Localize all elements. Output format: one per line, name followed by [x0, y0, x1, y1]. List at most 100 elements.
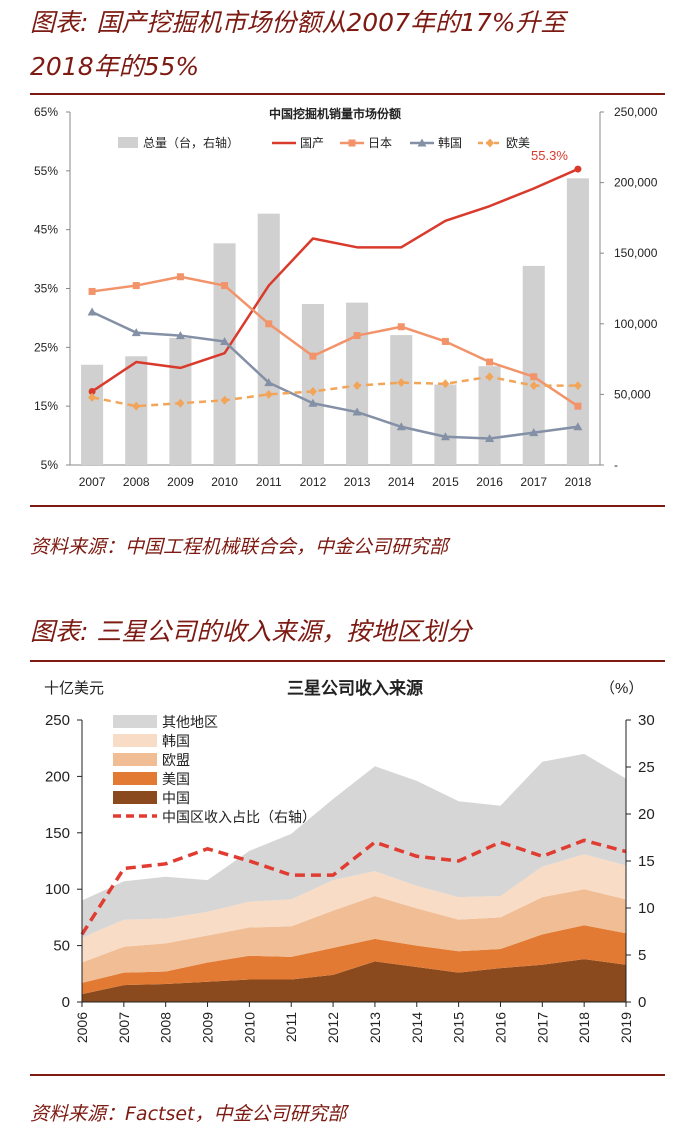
left-tick-label: 100 — [45, 881, 70, 898]
stacked-area — [82, 889, 626, 983]
legend-label: 韩国 — [438, 135, 462, 150]
x-tick-label: 2008 — [123, 475, 150, 489]
legend-label: 日本 — [368, 136, 392, 150]
x-tick-label: 2007 — [79, 475, 106, 489]
volume-bar — [301, 304, 324, 465]
x-tick-label: 2011 — [283, 1012, 299, 1042]
x-tick-label: 2007 — [116, 1012, 132, 1043]
figure-1-title-line-1: 图表: 国产挖掘机市场份额从2007年的17%升至 — [30, 8, 566, 37]
stacked-area — [82, 854, 626, 963]
right-tick-label: 150,000 — [614, 246, 658, 260]
stacked-area — [82, 925, 626, 995]
legend-swatch — [113, 734, 157, 747]
right-tick-label: 0 — [638, 994, 646, 1011]
x-tick-label: 2015 — [451, 1012, 467, 1043]
x-tick-label: 2018 — [565, 475, 592, 489]
series-marker — [308, 398, 318, 407]
peak-annotation: 55.3% — [531, 148, 568, 163]
series-marker — [265, 320, 273, 328]
figure-2-bottom-rule — [30, 1074, 665, 1076]
x-tick-label: 2014 — [388, 475, 415, 489]
right-tick-label: 250,000 — [614, 105, 658, 119]
x-tick-label: 2011 — [256, 475, 282, 489]
right-tick-label: 50,000 — [614, 387, 651, 401]
right-tick-label: 15 — [638, 853, 655, 870]
legend-label: 美国 — [162, 771, 190, 787]
right-tick-label: - — [614, 458, 618, 472]
legend-label: 中国区收入占比（右轴） — [162, 809, 316, 825]
series-line — [91, 167, 579, 393]
figure-2-title: 图表: 三星公司的收入来源，按地区划分 — [30, 617, 472, 646]
series-marker — [132, 401, 141, 411]
right-tick-label: 100,000 — [614, 317, 658, 331]
figure-2-source: 资料来源：Factset，中金公司研究部 — [30, 1103, 347, 1125]
legend-swatch — [113, 772, 157, 785]
series-marker — [220, 336, 230, 345]
series-marker — [574, 402, 582, 410]
left-tick-label: 50 — [53, 938, 70, 955]
x-tick-label: 2009 — [167, 475, 194, 489]
series-marker — [88, 387, 96, 395]
series-marker — [396, 422, 406, 431]
right-axis-unit: （%） — [600, 680, 643, 697]
series-marker — [529, 381, 538, 391]
series-line — [91, 275, 579, 408]
series-marker — [87, 307, 97, 316]
right-tick-label: 5 — [638, 947, 646, 964]
legend-swatch — [113, 715, 157, 728]
left-tick-label: 45% — [34, 223, 58, 237]
x-tick-label: 2010 — [211, 475, 238, 489]
series-line — [91, 310, 579, 440]
x-tick-label: 2015 — [432, 475, 459, 489]
legend-label: 欧盟 — [162, 752, 190, 768]
series-marker — [441, 379, 450, 389]
volume-bar — [257, 213, 280, 465]
legend-marker — [417, 138, 427, 147]
series-marker — [353, 381, 362, 391]
left-tick-label: 15% — [34, 399, 58, 413]
left-tick-label: 25% — [34, 340, 58, 354]
series-marker — [132, 282, 140, 290]
legend-label: 欧美 — [506, 136, 530, 150]
excavator-market-share-chart: 5% 15% 25% 35% 45% 55% 65% - 50,000 100,000 150,00… — [34, 105, 658, 489]
figure-1-title-line-2: 2018年的55% — [30, 52, 200, 81]
legend-marker — [348, 139, 356, 147]
figure-1-top-rule — [30, 93, 665, 95]
series-marker — [441, 337, 449, 345]
legend-swatch — [113, 791, 157, 804]
left-axis-unit: 十亿美元 — [44, 680, 104, 697]
series-marker — [485, 372, 494, 382]
right-tick-label: 200,000 — [614, 176, 658, 190]
volume-bar — [478, 366, 501, 465]
right-tick-label: 30 — [638, 712, 655, 729]
x-tick-label: 2012 — [325, 1012, 341, 1043]
x-tick-label: 2019 — [618, 1012, 634, 1043]
series-marker — [574, 165, 582, 173]
volume-bar — [434, 384, 457, 465]
x-tick-label: 2013 — [344, 475, 371, 489]
left-tick-label: 250 — [45, 712, 70, 729]
series-line — [91, 375, 578, 408]
series-marker — [175, 331, 185, 340]
series-marker — [264, 389, 273, 399]
series-marker — [220, 395, 229, 405]
x-tick-label: 2012 — [300, 475, 327, 489]
x-tick-label: 2017 — [520, 475, 547, 489]
series-marker — [530, 373, 538, 381]
legend-label: 中国 — [162, 790, 190, 806]
legend-label: 国产 — [300, 136, 324, 150]
series-marker — [486, 358, 494, 366]
series-marker — [353, 332, 361, 340]
left-tick-label: 200 — [45, 768, 70, 785]
right-tick-label: 20 — [638, 806, 655, 823]
series-marker — [573, 381, 582, 391]
chart-title: 中国挖掘机销量市场份额 — [269, 106, 401, 121]
left-tick-label: 65% — [34, 105, 58, 119]
series-marker — [221, 282, 229, 290]
series-marker — [529, 428, 539, 437]
right-tick-label: 25 — [638, 759, 655, 776]
legend-swatch — [113, 753, 157, 766]
series-marker — [308, 386, 317, 396]
x-tick-label: 2017 — [534, 1012, 550, 1043]
left-tick-label: 150 — [45, 825, 70, 842]
